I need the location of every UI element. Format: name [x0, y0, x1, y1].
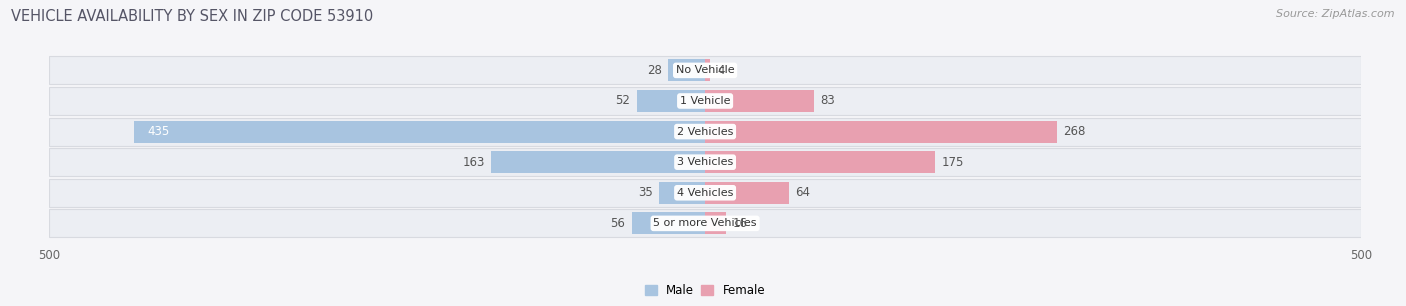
Bar — [706, 212, 725, 234]
Text: 4 Vehicles: 4 Vehicles — [676, 188, 734, 198]
Text: Source: ZipAtlas.com: Source: ZipAtlas.com — [1277, 9, 1395, 19]
Bar — [49, 118, 1361, 146]
Text: 16: 16 — [733, 217, 748, 230]
Text: 56: 56 — [610, 217, 626, 230]
Bar — [659, 182, 706, 204]
Bar — [49, 209, 1361, 237]
Text: 28: 28 — [647, 64, 662, 77]
Text: 2 Vehicles: 2 Vehicles — [676, 127, 734, 136]
Bar — [49, 56, 1361, 84]
Text: 268: 268 — [1063, 125, 1085, 138]
Bar — [706, 151, 935, 173]
Text: 435: 435 — [148, 125, 170, 138]
Text: 163: 163 — [463, 156, 485, 169]
Bar — [135, 121, 706, 143]
Bar — [706, 121, 1057, 143]
Text: No Vehicle: No Vehicle — [676, 65, 734, 75]
Text: 35: 35 — [638, 186, 652, 199]
Text: 3 Vehicles: 3 Vehicles — [676, 157, 734, 167]
Text: 5 or more Vehicles: 5 or more Vehicles — [654, 218, 756, 228]
Text: 4: 4 — [717, 64, 724, 77]
Bar — [49, 148, 1361, 176]
Text: 1 Vehicle: 1 Vehicle — [681, 96, 730, 106]
Text: 52: 52 — [616, 95, 630, 107]
Bar — [668, 59, 706, 81]
Bar — [706, 182, 789, 204]
Bar — [706, 59, 710, 81]
Legend: Male, Female: Male, Female — [640, 279, 770, 302]
Bar — [491, 151, 706, 173]
Bar — [631, 212, 706, 234]
Bar — [49, 179, 1361, 207]
Bar — [706, 90, 814, 112]
Text: 64: 64 — [796, 186, 811, 199]
Bar — [637, 90, 706, 112]
Bar — [49, 87, 1361, 115]
Text: VEHICLE AVAILABILITY BY SEX IN ZIP CODE 53910: VEHICLE AVAILABILITY BY SEX IN ZIP CODE … — [11, 9, 374, 24]
Text: 175: 175 — [941, 156, 963, 169]
Text: 83: 83 — [821, 95, 835, 107]
